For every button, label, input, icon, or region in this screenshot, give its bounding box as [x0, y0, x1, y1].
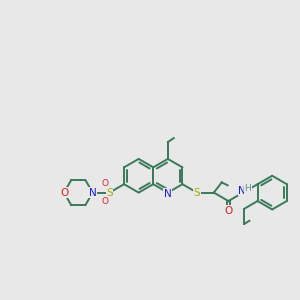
Text: S: S	[194, 188, 200, 198]
Text: N: N	[89, 188, 97, 198]
Text: O: O	[101, 197, 109, 206]
Text: S: S	[106, 188, 113, 198]
Text: O: O	[224, 206, 232, 216]
Text: N: N	[238, 186, 246, 196]
Text: O: O	[101, 179, 109, 188]
Text: H: H	[244, 184, 251, 193]
Text: N: N	[89, 188, 97, 198]
Text: N: N	[164, 189, 172, 199]
Text: O: O	[60, 188, 68, 198]
